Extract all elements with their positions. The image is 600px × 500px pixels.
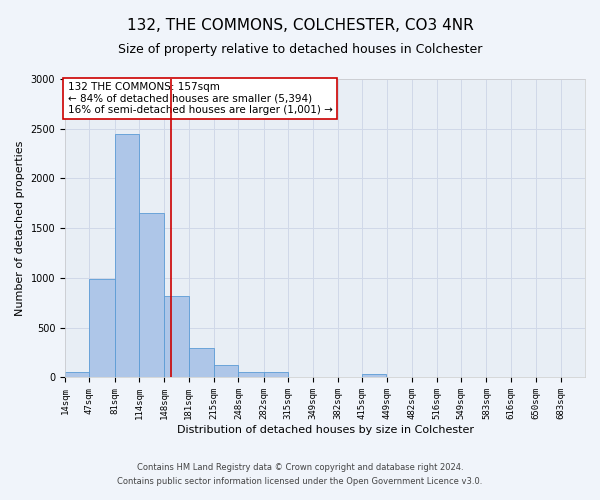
Text: Contains public sector information licensed under the Open Government Licence v3: Contains public sector information licen… (118, 477, 482, 486)
Bar (214, 364, 238, 378)
Bar (238, 372, 263, 378)
Text: Contains HM Land Registry data © Crown copyright and database right 2024.: Contains HM Land Registry data © Crown c… (137, 464, 463, 472)
Bar (189, 348, 214, 378)
Bar (65, 372, 89, 378)
Bar (115, 134, 139, 378)
Bar (164, 296, 189, 378)
Bar (263, 372, 288, 378)
X-axis label: Distribution of detached houses by size in Colchester: Distribution of detached houses by size … (176, 425, 473, 435)
Text: 132 THE COMMONS: 157sqm
← 84% of detached houses are smaller (5,394)
16% of semi: 132 THE COMMONS: 157sqm ← 84% of detache… (68, 82, 332, 115)
Text: Size of property relative to detached houses in Colchester: Size of property relative to detached ho… (118, 42, 482, 56)
Y-axis label: Number of detached properties: Number of detached properties (15, 140, 25, 316)
Bar (89, 279, 115, 378)
Bar (139, 214, 164, 378)
Bar (362, 374, 386, 378)
Text: 132, THE COMMONS, COLCHESTER, CO3 4NR: 132, THE COMMONS, COLCHESTER, CO3 4NR (127, 18, 473, 32)
